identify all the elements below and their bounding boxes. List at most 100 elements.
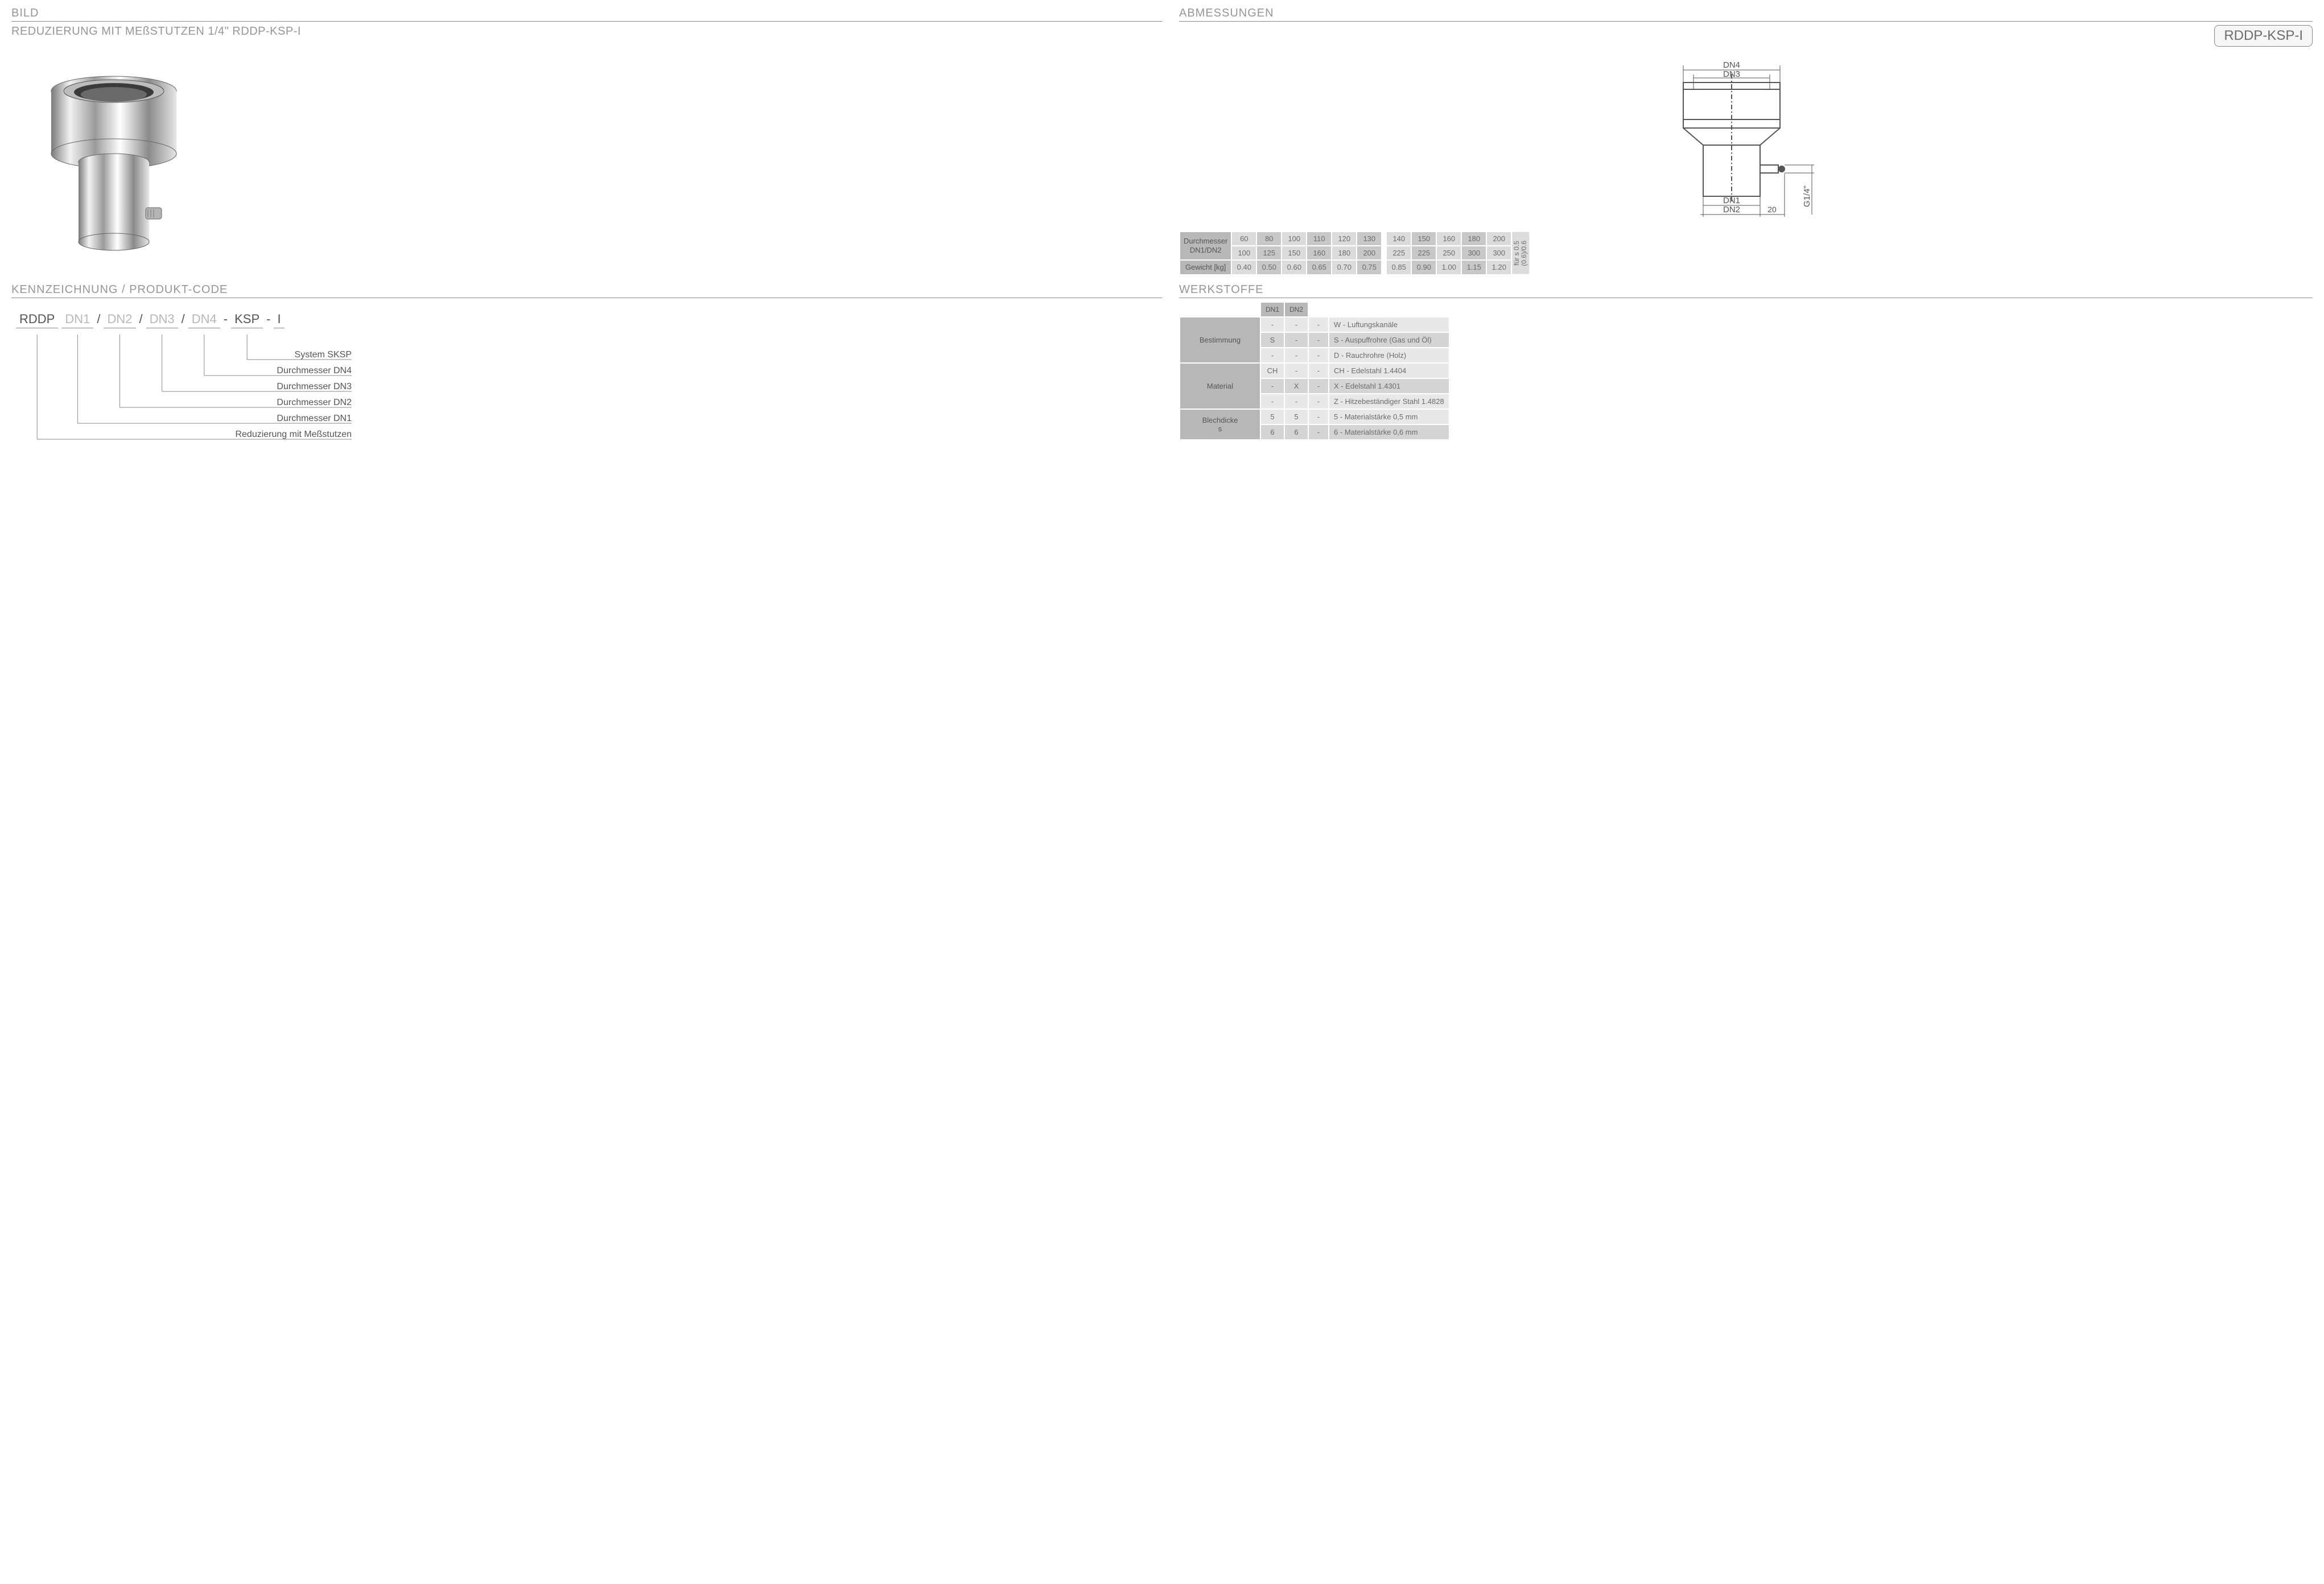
mat-cell: 5 [1261, 410, 1284, 424]
dim-label-dn4: DN4 [1723, 60, 1740, 70]
product-image [11, 51, 1162, 267]
mat-cell: - [1309, 379, 1328, 393]
technical-drawing: DN4 DN3 DN1 DN2 20 [1179, 51, 2313, 228]
mat-description: S - Auspuffrohre (Gas und Öl) [1329, 333, 1449, 347]
dim-cell: 300 [1487, 246, 1511, 259]
mat-description: X - Edelstahl 1.4301 [1329, 379, 1449, 393]
product-title: REDUZIERUNG MIT MEßSTUTZEN 1/4" RDDP-KSP… [11, 25, 301, 38]
mat-cell: - [1309, 364, 1328, 378]
product-code-badge: RDDP-KSP-I [2214, 25, 2313, 47]
code-segment: - [266, 312, 270, 327]
dim-cell: 0.70 [1332, 261, 1356, 274]
code-segment: DN4 [188, 312, 220, 328]
mat-col-header: DN2 [1285, 303, 1308, 316]
dim-cell: 160 [1307, 246, 1331, 259]
code-label: Reduzierung mit Meßstutzen [235, 430, 352, 439]
dim-cell: 1.20 [1487, 261, 1511, 274]
mat-description: Z - Hitzebeständiger Stahl 1.4828 [1329, 394, 1449, 409]
mat-description: W - Luftungskanäle [1329, 317, 1449, 332]
code-segment: I [274, 312, 284, 328]
dim-cell: 100 [1282, 232, 1306, 245]
mat-cell: - [1261, 348, 1284, 362]
mat-description: CH - Edelstahl 1.4404 [1329, 364, 1449, 378]
mat-cell: CH [1261, 364, 1284, 378]
dim-cell: 140 [1387, 232, 1411, 245]
mat-cell: - [1285, 364, 1308, 378]
code-segment: / [182, 312, 185, 327]
code-segment: / [139, 312, 143, 327]
code-segment: / [97, 312, 100, 327]
mat-cell: - [1309, 425, 1328, 439]
section-header-kennzeichnung: KENNZEICHNUNG / PRODUKT-CODE [11, 283, 1162, 298]
mat-cell: 6 [1261, 425, 1284, 439]
dim-cell: 1.00 [1437, 261, 1461, 274]
code-segment: - [224, 312, 228, 327]
dim-cell: 60 [1232, 232, 1256, 245]
mat-cell: - [1261, 379, 1284, 393]
code-segment: KSP [231, 312, 263, 328]
dim-cell: 150 [1282, 246, 1306, 259]
mat-cell: - [1309, 394, 1328, 409]
mat-cell: - [1309, 348, 1328, 362]
mat-cell: - [1261, 394, 1284, 409]
dim-cell: 1.15 [1462, 261, 1486, 274]
mat-description: D - Rauchrohre (Holz) [1329, 348, 1449, 362]
dim-label-dn2: DN2 [1723, 205, 1740, 214]
dim-cell: 0.40 [1232, 261, 1256, 274]
mat-cell: - [1285, 394, 1308, 409]
mat-cell: 6 [1285, 425, 1308, 439]
code-label: Durchmesser DN3 [277, 382, 352, 391]
materials-table: DN1DN2Bestimmung---W - LuftungskanäleS--… [1179, 302, 1450, 440]
mat-cell: X [1285, 379, 1308, 393]
dim-cell: 225 [1387, 246, 1411, 259]
dim-cell: 180 [1332, 246, 1356, 259]
mat-cell: - [1309, 317, 1328, 332]
mat-cell: - [1285, 333, 1308, 347]
dim-cell: 300 [1462, 246, 1486, 259]
dim-cell: 80 [1257, 232, 1281, 245]
dim-side-label: für s 0.5(0.6)/0.6 [1512, 232, 1529, 274]
dim-label-g14: G1/4" [1802, 185, 1812, 207]
dim-cell: 0.65 [1307, 261, 1331, 274]
section-header-bild: BILD [11, 7, 1162, 22]
section-header-abmessungen: ABMESSUNGEN [1179, 7, 2313, 22]
section-header-werkstoffe: WERKSTOFFE [1179, 283, 2313, 298]
dim-cell: 0.60 [1282, 261, 1306, 274]
mat-row-header: Bestimmung [1180, 317, 1260, 362]
dim-cell: 110 [1307, 232, 1331, 245]
mat-description: 5 - Materialstärke 0,5 mm [1329, 410, 1449, 424]
dim-cell: 0.50 [1257, 261, 1281, 274]
dim-cell: 200 [1487, 232, 1511, 245]
dimensions-table: DurchmesserDN1/DN26080100110120130140150… [1179, 231, 1531, 275]
dim-cell: 200 [1357, 246, 1381, 259]
dim-cell: 0.85 [1387, 261, 1411, 274]
code-segment: RDDP [16, 312, 58, 328]
dim-label-dn1: DN1 [1723, 196, 1740, 205]
dim-cell: 160 [1437, 232, 1461, 245]
dim-cell: 225 [1412, 246, 1436, 259]
dim-cell: 130 [1357, 232, 1381, 245]
dim-cell: 125 [1257, 246, 1281, 259]
code-segment: DN1 [61, 312, 93, 328]
dim-cell: 0.90 [1412, 261, 1436, 274]
code-label: Durchmesser DN4 [277, 366, 352, 376]
mat-row-header: Material [1180, 364, 1260, 409]
dim-header-diameter: DurchmesserDN1/DN2 [1180, 232, 1231, 259]
mat-cell: S [1261, 333, 1284, 347]
dim-label-20: 20 [1767, 205, 1777, 214]
dim-cell: 0.75 [1357, 261, 1381, 274]
dim-cell: 100 [1232, 246, 1256, 259]
product-code-diagram: RDDPDN1/DN2/DN3/DN4-KSP-I System SKSPDur… [11, 302, 1162, 461]
mat-cell: - [1309, 333, 1328, 347]
mat-col-header: DN1 [1261, 303, 1284, 316]
mat-description: 6 - Materialstärke 0,6 mm [1329, 425, 1449, 439]
code-label: System SKSP [295, 350, 352, 360]
dim-cell: 250 [1437, 246, 1461, 259]
mat-row-header: Blechdickes [1180, 410, 1260, 439]
code-label: Durchmesser DN2 [277, 398, 352, 407]
dim-cell: 180 [1462, 232, 1486, 245]
mat-cell: - [1261, 317, 1284, 332]
mat-cell: - [1309, 410, 1328, 424]
dim-cell: 150 [1412, 232, 1436, 245]
mat-cell: - [1285, 317, 1308, 332]
